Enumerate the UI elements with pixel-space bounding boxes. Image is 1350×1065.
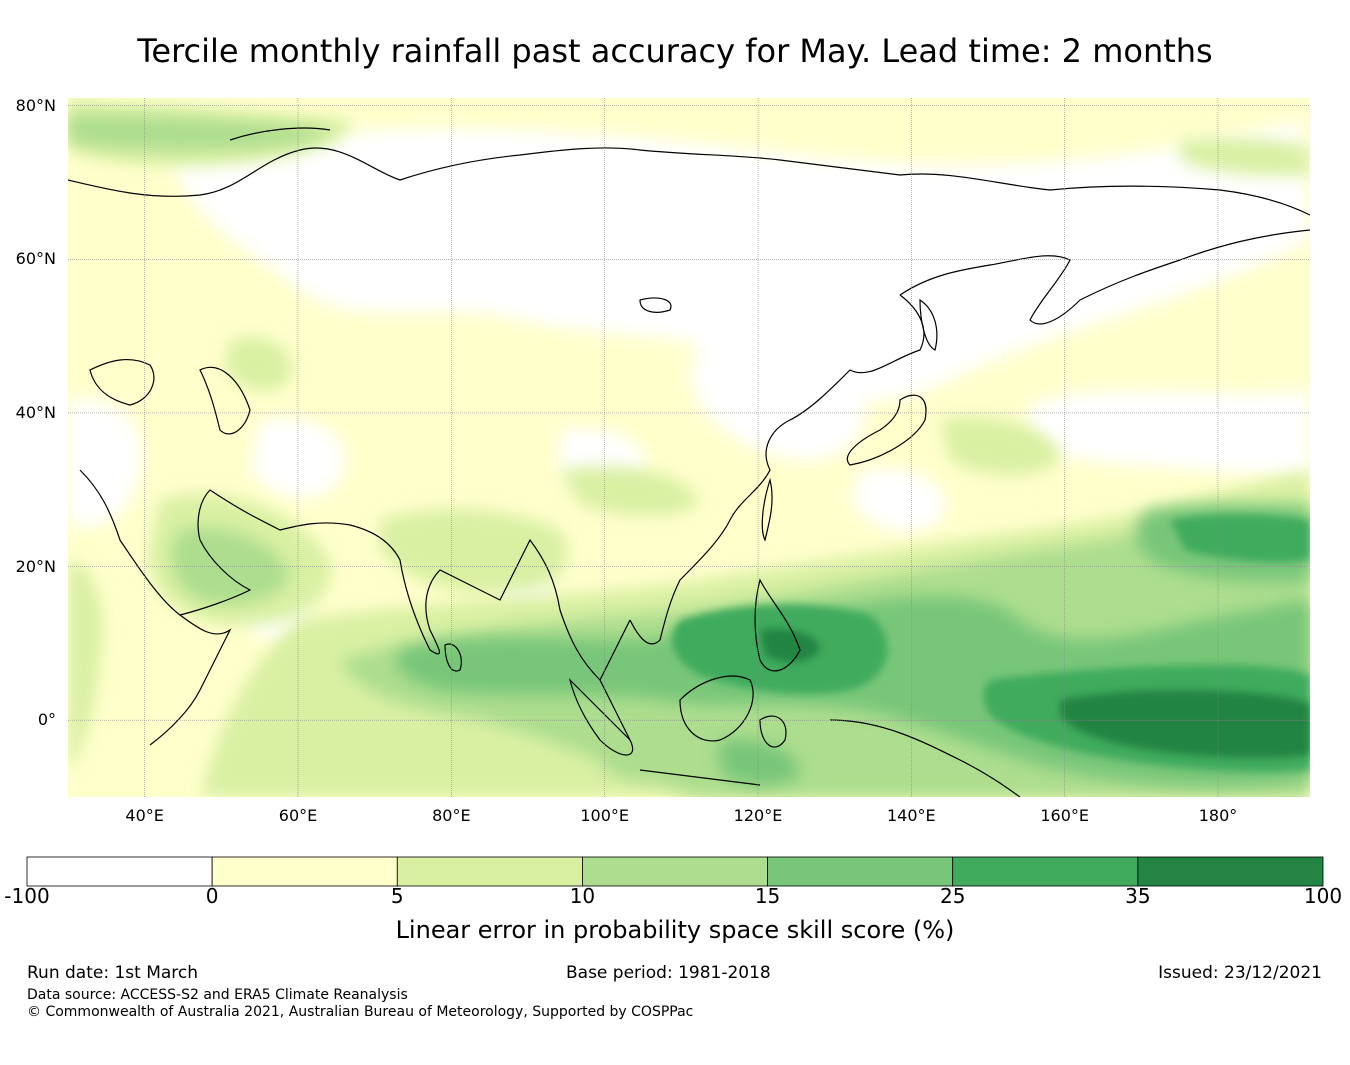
data-source: Data source: ACCESS-S2 and ERA5 Climate … (27, 987, 408, 1003)
colorbar-tick-label: 100 (1303, 884, 1343, 908)
colorbar-tick-label: -100 (4, 884, 50, 908)
copyright: © Commonwealth of Australia 2021, Austra… (27, 1004, 694, 1020)
lat-tick-label: 60°N (15, 249, 56, 269)
skill-35-100-regions (760, 628, 1310, 758)
gridlines (68, 98, 1310, 797)
lat-tick-label: 80°N (15, 95, 56, 115)
colorbar-tick-label: 0 (205, 884, 219, 908)
colorbar-tick-label: 15 (754, 884, 781, 908)
issued-date: Issued: 23/12/2021 (1158, 963, 1322, 983)
lon-tick-label: 80°E (432, 806, 471, 825)
colorbar-tick-label: 5 (390, 884, 404, 908)
colorbar-segment (952, 856, 1139, 887)
colorbar-segment (211, 856, 398, 887)
lat-tick-label: 0° (37, 710, 56, 730)
lon-tick-label: 120°E (733, 806, 783, 825)
colorbar-tick-label: 35 (1125, 884, 1151, 908)
no-skill-regions (68, 120, 1310, 641)
lat-tick-label: 40°N (15, 402, 56, 422)
lon-tick-label: 160°E (1040, 806, 1089, 825)
chart-title: Tercile monthly rainfall past accuracy f… (137, 32, 1213, 70)
colorbar-segment (26, 856, 213, 887)
coastlines (68, 127, 1310, 797)
lon-tick-label: 140°E (887, 806, 936, 825)
colorbar (26, 856, 1324, 887)
colorbar-segment (1137, 856, 1324, 887)
colorbar-title: Linear error in probability space skill … (395, 916, 955, 944)
run-date: Run date: 1st March (27, 963, 199, 983)
lon-tick-label: 180° (1198, 806, 1238, 825)
colorbar-segment (767, 856, 954, 887)
base-period: Base period: 1981-2018 (566, 963, 771, 983)
colorbar-tick-label: 10 (569, 884, 596, 908)
map-panel (68, 98, 1310, 797)
colorbar-tick-label: 25 (939, 884, 966, 908)
lon-tick-label: 100°E (580, 806, 629, 825)
lon-tick-label: 40°E (125, 806, 164, 825)
colorbar-segment (396, 856, 583, 887)
colorbar-segment (582, 856, 768, 887)
lon-tick-label: 60°E (278, 806, 318, 825)
lat-tick-label: 20°N (15, 556, 56, 576)
